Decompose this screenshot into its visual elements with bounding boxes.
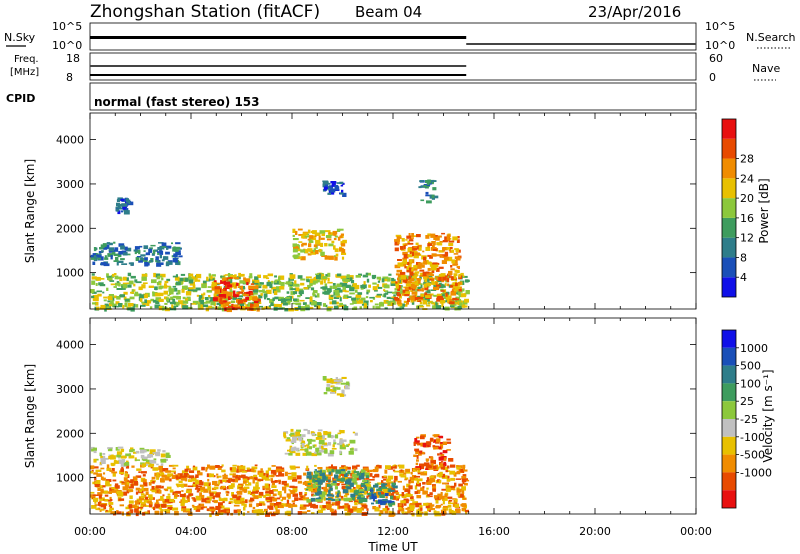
noise-sky-label: N.Sky — [4, 31, 36, 44]
x-tick-label: 04:00 — [175, 525, 207, 538]
freq-label-line1: Freq. — [14, 54, 39, 65]
x-axis-label: Time UT — [367, 540, 418, 554]
velocity-colorbar-swatch — [722, 419, 736, 437]
power-ytick-label: 2000 — [56, 222, 84, 235]
noise-left-tick-bottom: 10^0 — [52, 39, 82, 52]
velocity-colorbar-swatch — [722, 330, 736, 348]
power-blob-4 — [393, 232, 463, 305]
noise-panel: N.Sky 10^5 10^0 10^5 10^0 N.Search — [4, 20, 796, 52]
velocity-blob-5 — [369, 482, 398, 507]
noise-right-tick-bottom: 10^0 — [705, 39, 735, 52]
velocity-colorbar-tick: -25 — [740, 413, 758, 426]
x-tick-label: 00:00 — [74, 525, 106, 538]
power-blob-3 — [292, 228, 347, 261]
cpid-text: normal (fast stereo) 153 — [94, 95, 260, 109]
freq-left-tick-top: 18 — [66, 52, 80, 65]
velocity-ylabel: Slant Range [km] — [23, 364, 37, 468]
x-tick-label: 16:00 — [478, 525, 510, 538]
velocity-colorbar-label: Velocity [m s⁻¹] — [761, 369, 775, 462]
power-colorbar-tick: 16 — [740, 212, 754, 225]
velocity-colorbar-tick: -1000 — [740, 466, 772, 479]
noise-search-line — [466, 43, 696, 45]
velocity-colorbar-swatch — [722, 472, 736, 491]
x-tick-label: 20:00 — [579, 525, 611, 538]
noise-right-tick-top: 10^5 — [705, 20, 735, 33]
velocity-blob-6 — [322, 376, 351, 397]
power-colorbar-tick: 12 — [740, 232, 754, 245]
power-ytick-label: 1000 — [56, 267, 84, 280]
velocity-panel: 1000 2000 3000 4000 Slant Range [km] 1000 50… — [23, 317, 775, 518]
nave-line — [90, 65, 467, 67]
power-colorbar-tick: 4 — [740, 271, 747, 284]
x-tick-label: 08:00 — [276, 525, 308, 538]
velocity-colorbar-tick: 25 — [740, 395, 754, 408]
power-colorbar-swatch — [722, 277, 736, 297]
velocity-colorbar-tick: 100 — [740, 377, 761, 390]
noise-left-tick-top: 10^5 — [52, 20, 82, 33]
velocity-blob-1 — [91, 446, 171, 467]
x-axis-tick-labels: 00:00 04:00 08:00 12:00 16:00 20:00 00:00 — [74, 525, 712, 538]
velocity-ytick-label: 4000 — [56, 339, 84, 352]
velocity-blob-0 — [90, 464, 470, 518]
velocity-colorbar-tick: 1000 — [740, 342, 768, 355]
date-label: 23/Apr/2016 — [588, 3, 681, 21]
velocity-colorbar-swatch — [722, 490, 736, 508]
freq-left-tick-bottom: 8 — [66, 71, 73, 84]
velocity-colorbar-tick: -500 — [740, 449, 765, 462]
velocity-ytick-label: 3000 — [56, 383, 84, 396]
cpid-panel: CPID normal (fast stereo) 153 — [6, 82, 697, 111]
velocity-colorbar-swatch — [722, 401, 736, 419]
power-ytick-label: 3000 — [56, 178, 84, 191]
power-blob-6 — [322, 180, 347, 197]
power-ytick-label: 4000 — [56, 134, 84, 147]
velocity-blob-4 — [413, 434, 454, 471]
beam-label: Beam 04 — [355, 3, 422, 21]
freq-line — [90, 74, 467, 76]
freq-panel: Freq. [MHz] 18 8 60 0 Nave — [10, 52, 780, 84]
power-blob-7 — [418, 179, 439, 204]
power-blob-1 — [90, 241, 183, 267]
nave-right-tick-bottom: 0 — [709, 71, 716, 84]
power-blob-5 — [115, 197, 134, 215]
power-colorbar-swatch — [722, 119, 736, 139]
velocity-colorbar-swatch — [722, 436, 736, 455]
station-title: Zhongshan Station (fitACF) — [90, 2, 320, 22]
x-tick-label: 12:00 — [377, 525, 409, 538]
power-ylabel: Slant Range [km] — [23, 159, 37, 263]
power-colorbar-swatch — [722, 158, 736, 179]
power-colorbar-swatch — [722, 217, 736, 238]
velocity-colorbar-tick: 500 — [740, 360, 761, 373]
power-colorbar-swatch — [722, 257, 736, 278]
velocity-colorbar-swatch — [722, 454, 736, 473]
power-panel: 1000 2000 3000 4000 Slant Range [km] 4 8 12 16… — [23, 112, 771, 313]
power-colorbar-swatch — [722, 178, 736, 199]
velocity-blob-2 — [283, 428, 358, 457]
x-tick-label: 00:00 — [680, 525, 712, 538]
power-colorbar-tick: 24 — [740, 172, 754, 185]
velocity-ytick-label: 1000 — [56, 472, 84, 485]
noise-sky-line — [90, 36, 467, 39]
velocity-colorbar-swatch — [722, 383, 736, 402]
velocity-colorbar-swatch — [722, 365, 736, 384]
noise-search-label: N.Search — [746, 31, 796, 44]
power-colorbar-swatch — [722, 237, 736, 258]
velocity-colorbar — [721, 329, 737, 509]
nave-right-tick-top: 60 — [709, 52, 723, 65]
power-colorbar-tick: 8 — [740, 251, 747, 264]
power-colorbar-swatch — [722, 198, 736, 218]
power-colorbar-tick: 28 — [740, 153, 754, 166]
cpid-label: CPID — [6, 92, 35, 105]
power-colorbar-label: Power [dB] — [757, 178, 771, 243]
velocity-colorbar-swatch — [722, 347, 736, 366]
velocity-blob-3 — [306, 469, 373, 504]
power-colorbar-tick: 20 — [740, 192, 754, 205]
nave-label: Nave — [752, 62, 780, 75]
velocity-ytick-label: 2000 — [56, 427, 84, 440]
freq-label-line2: [MHz] — [10, 67, 39, 78]
velocity-colorbar-tick: -100 — [740, 431, 765, 444]
power-colorbar — [721, 118, 737, 298]
power-colorbar-swatch — [722, 138, 736, 159]
